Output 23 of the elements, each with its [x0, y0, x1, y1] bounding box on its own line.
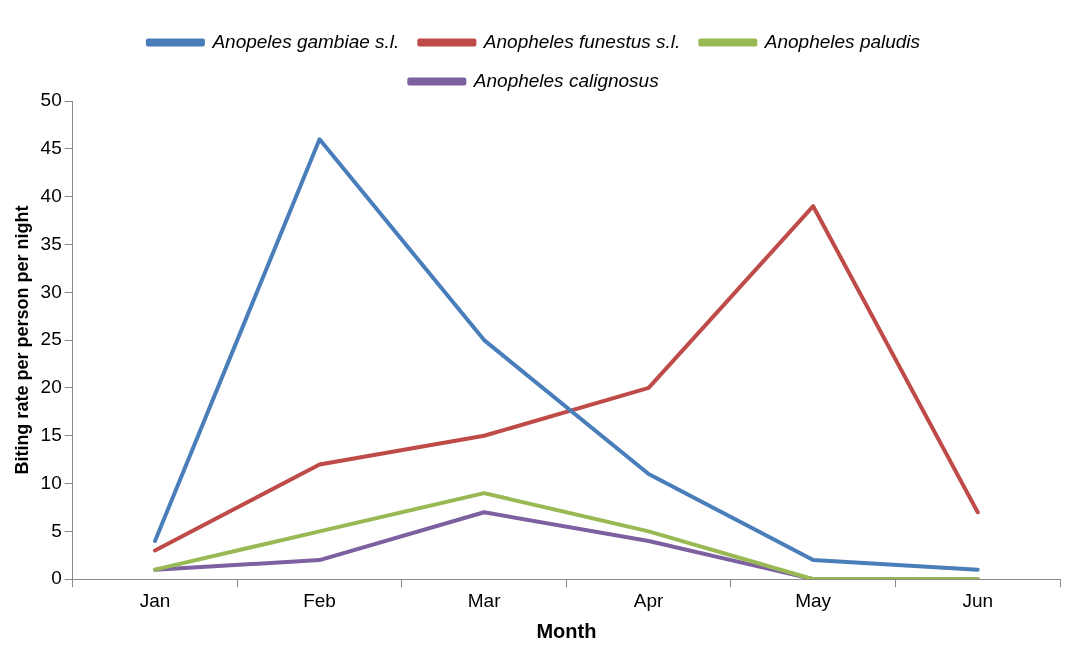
x-tick-label: Apr — [633, 589, 665, 611]
y-tick-label: 30 — [40, 280, 62, 302]
x-tick-label: Jan — [139, 589, 171, 611]
y-tick-label: 5 — [51, 519, 62, 541]
y-tick-label: 15 — [40, 423, 62, 445]
x-axis-title: Month — [536, 619, 597, 642]
x-tick-label: Mar — [467, 589, 502, 611]
legend-label: Anopeles gambiae s.l. — [211, 30, 400, 52]
y-tick-label: 0 — [51, 567, 62, 589]
y-tick-label: 45 — [40, 137, 62, 159]
x-tick-label: Feb — [303, 589, 336, 611]
x-tick-label: Jun — [962, 589, 994, 611]
legend-label: Anopheles funestus s.l. — [482, 30, 681, 52]
legend-label: Anopheles paludis — [763, 30, 921, 52]
legend-label: Anopheles calignosus — [472, 69, 660, 91]
y-tick-label: 25 — [40, 328, 62, 350]
y-axis-title: Biting rate per person per night — [11, 205, 32, 475]
x-tick-label: May — [795, 589, 832, 611]
y-tick-label: 20 — [40, 376, 62, 398]
y-tick-label: 35 — [40, 232, 62, 254]
y-tick-label: 40 — [40, 184, 62, 206]
y-tick-label: 10 — [40, 471, 62, 493]
y-tick-label: 50 — [40, 89, 62, 111]
